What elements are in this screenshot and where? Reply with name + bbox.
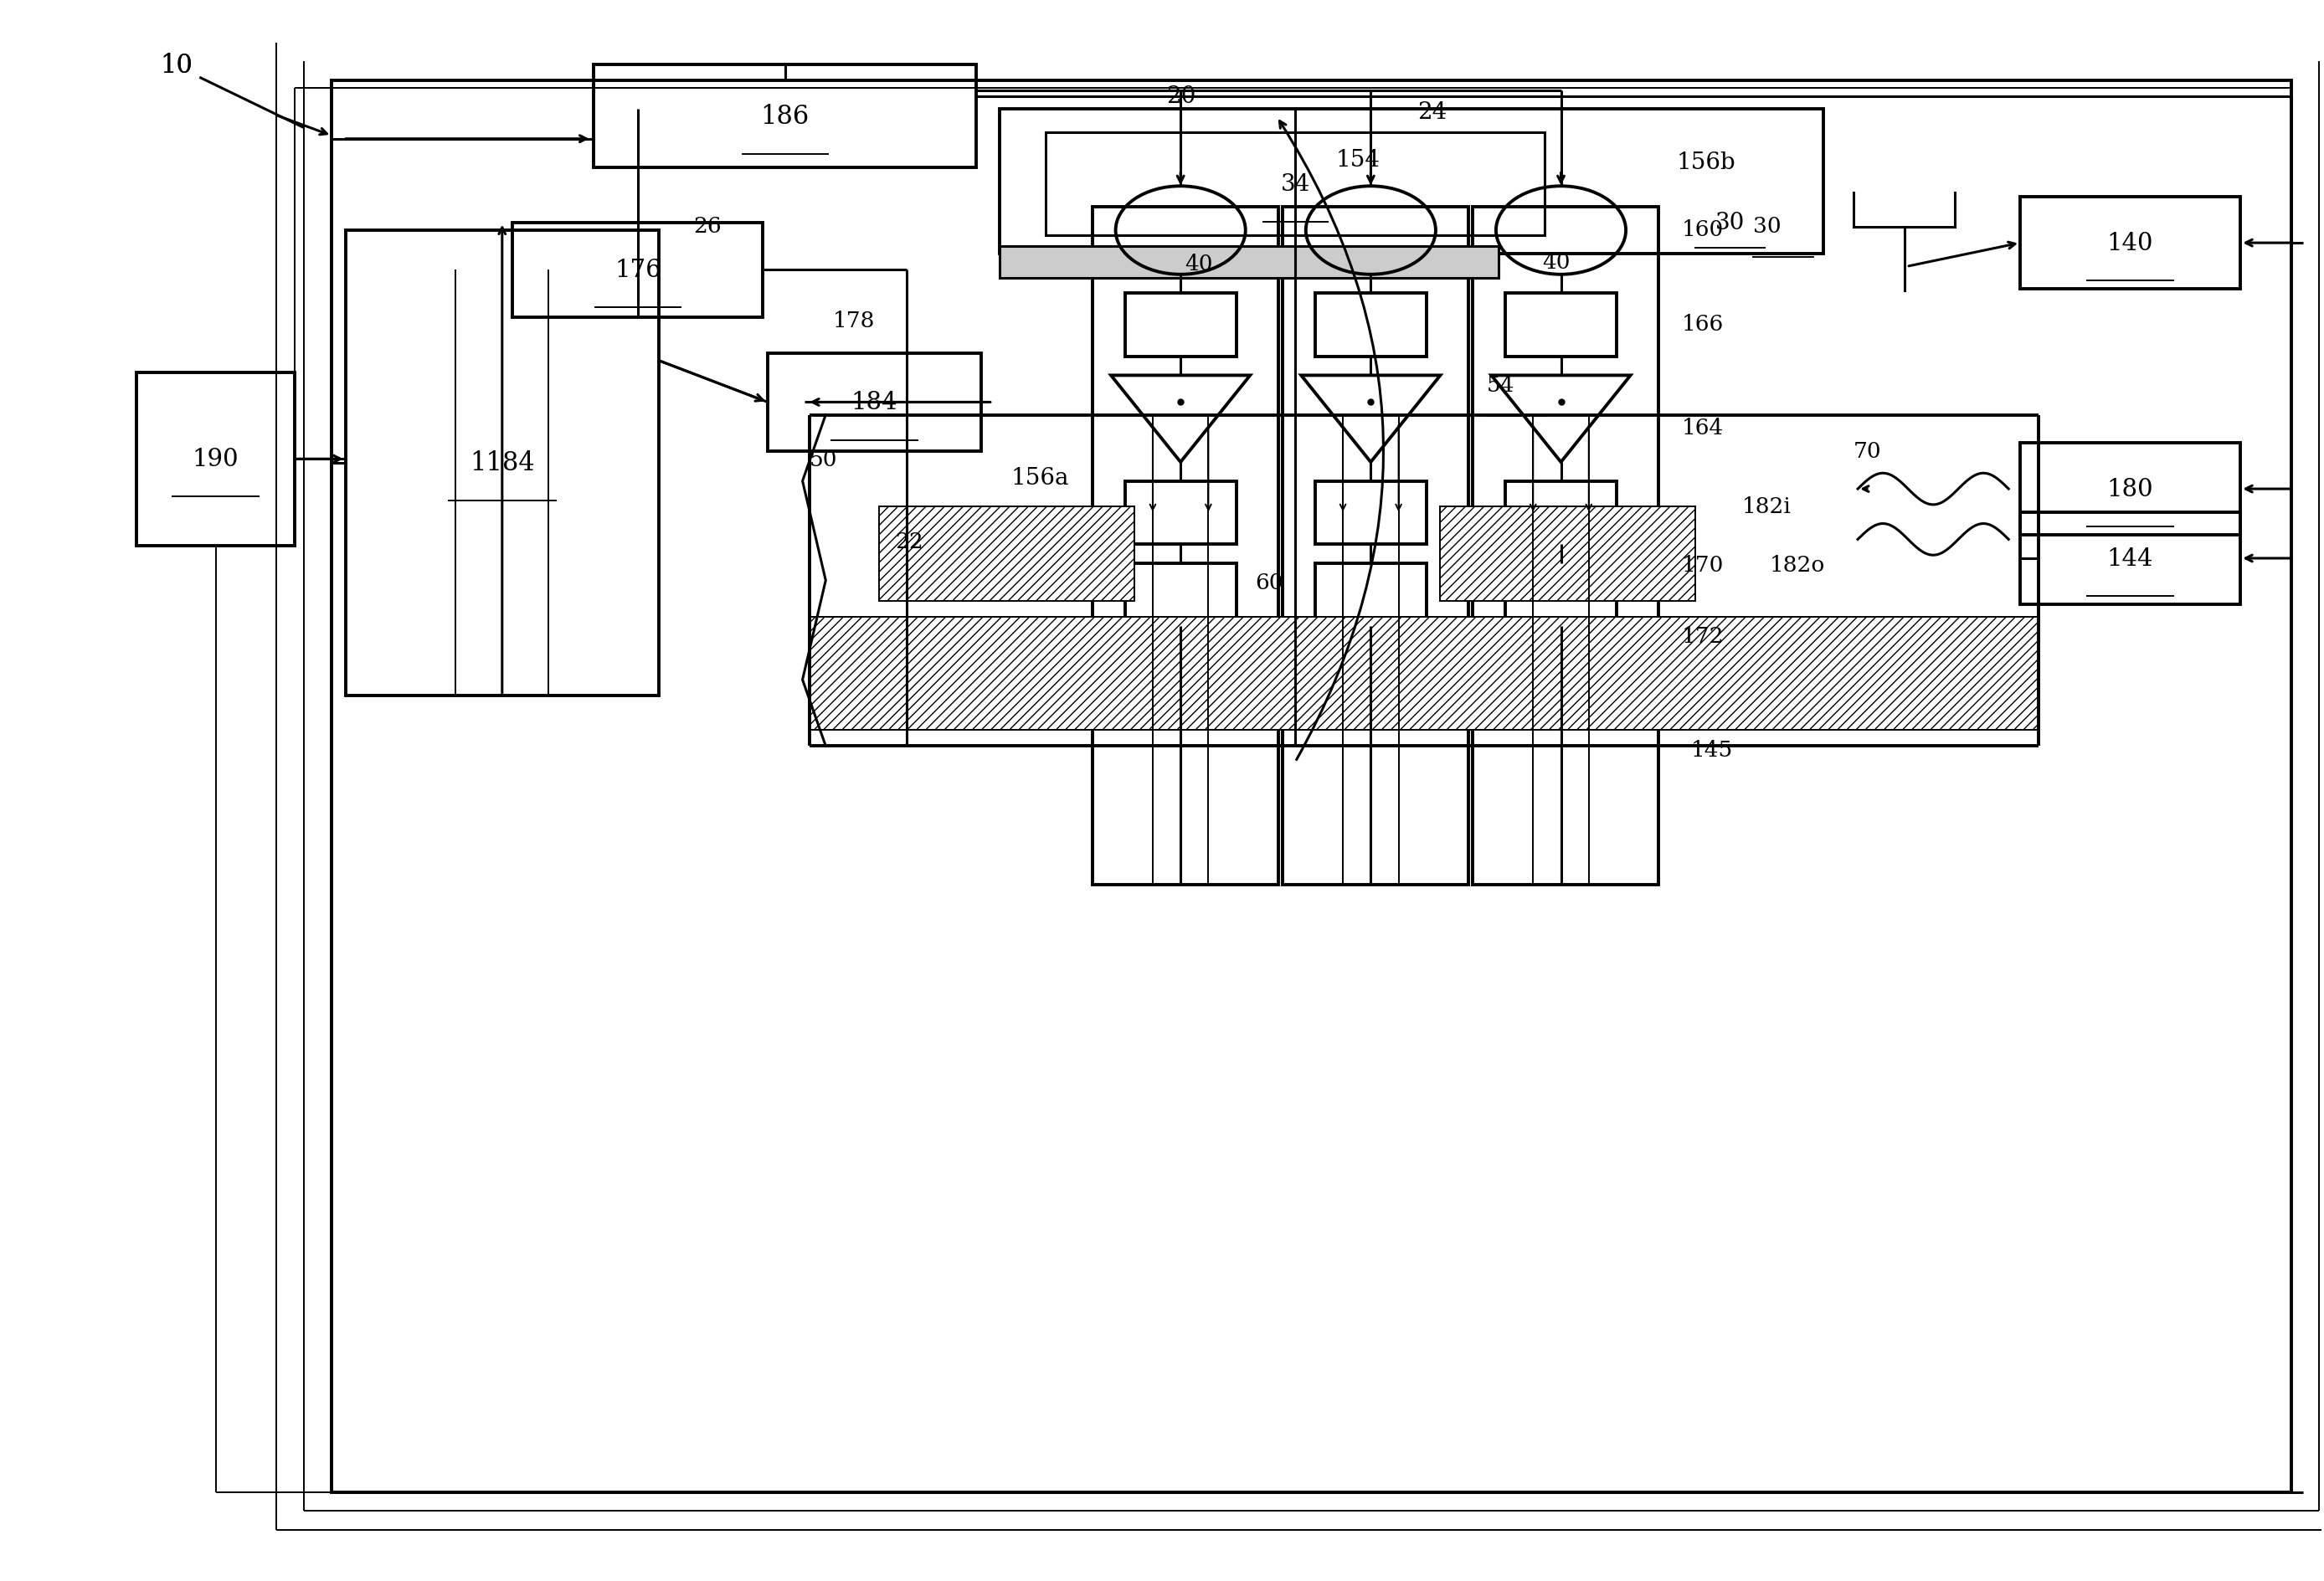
Text: 178: 178: [832, 310, 874, 330]
Bar: [346, 231, 658, 696]
Text: 20: 20: [1167, 85, 1197, 108]
Text: 54: 54: [1487, 375, 1515, 395]
Bar: [1441, 508, 1697, 601]
Text: 34: 34: [1281, 172, 1311, 196]
Text: 10: 10: [160, 52, 193, 79]
Text: 184: 184: [851, 391, 897, 414]
Text: 170: 170: [1683, 555, 1724, 575]
Bar: [1125, 482, 1236, 544]
Text: 156b: 156b: [1678, 152, 1736, 174]
Bar: [1315, 563, 1427, 626]
Text: 172: 172: [1683, 626, 1724, 647]
Bar: [1506, 482, 1618, 544]
Text: 40: 40: [1185, 253, 1213, 275]
Text: 22: 22: [895, 531, 923, 552]
Text: 166: 166: [1683, 313, 1724, 334]
Bar: [999, 109, 1822, 255]
Bar: [593, 65, 976, 168]
Bar: [878, 508, 1134, 601]
Text: 145: 145: [1692, 738, 1734, 760]
Text: 190: 190: [193, 447, 239, 471]
Text: 186: 186: [760, 104, 809, 130]
Text: 164: 164: [1683, 417, 1724, 438]
Text: 26: 26: [693, 215, 723, 237]
Text: 182i: 182i: [1741, 496, 1792, 517]
Text: 180: 180: [2108, 477, 2154, 501]
Bar: [1092, 207, 1278, 885]
Bar: [2020, 444, 2240, 534]
Bar: [1125, 294, 1236, 357]
Text: 30: 30: [1715, 212, 1745, 234]
Text: 160: 160: [1683, 218, 1724, 240]
Bar: [137, 373, 295, 545]
Text: 70: 70: [1852, 441, 1882, 462]
Text: 144: 144: [2108, 547, 2154, 571]
Bar: [1506, 563, 1618, 626]
Bar: [1125, 563, 1236, 626]
Bar: [1473, 207, 1659, 885]
Text: 154: 154: [1336, 149, 1380, 171]
Text: 176: 176: [614, 259, 660, 281]
Text: 50: 50: [809, 449, 837, 470]
Text: 1184: 1184: [469, 451, 535, 476]
Text: 140: 140: [2108, 232, 2154, 255]
Bar: [1506, 294, 1618, 357]
Bar: [809, 617, 2038, 730]
Bar: [514, 223, 762, 318]
Text: 30: 30: [1752, 215, 1783, 237]
Bar: [1283, 207, 1469, 885]
Bar: [332, 81, 2291, 1492]
Bar: [1315, 482, 1427, 544]
Bar: [2020, 514, 2240, 604]
Text: 182o: 182o: [1769, 555, 1824, 575]
Text: 60: 60: [1255, 572, 1283, 593]
Bar: [767, 354, 981, 452]
Text: 156a: 156a: [1011, 466, 1069, 490]
Bar: [999, 247, 1499, 278]
Bar: [1315, 294, 1427, 357]
Text: 40: 40: [1543, 251, 1571, 274]
Text: 24: 24: [1418, 101, 1446, 123]
Bar: [2020, 198, 2240, 289]
Text: 10: 10: [160, 52, 193, 79]
Bar: [1046, 133, 1545, 236]
